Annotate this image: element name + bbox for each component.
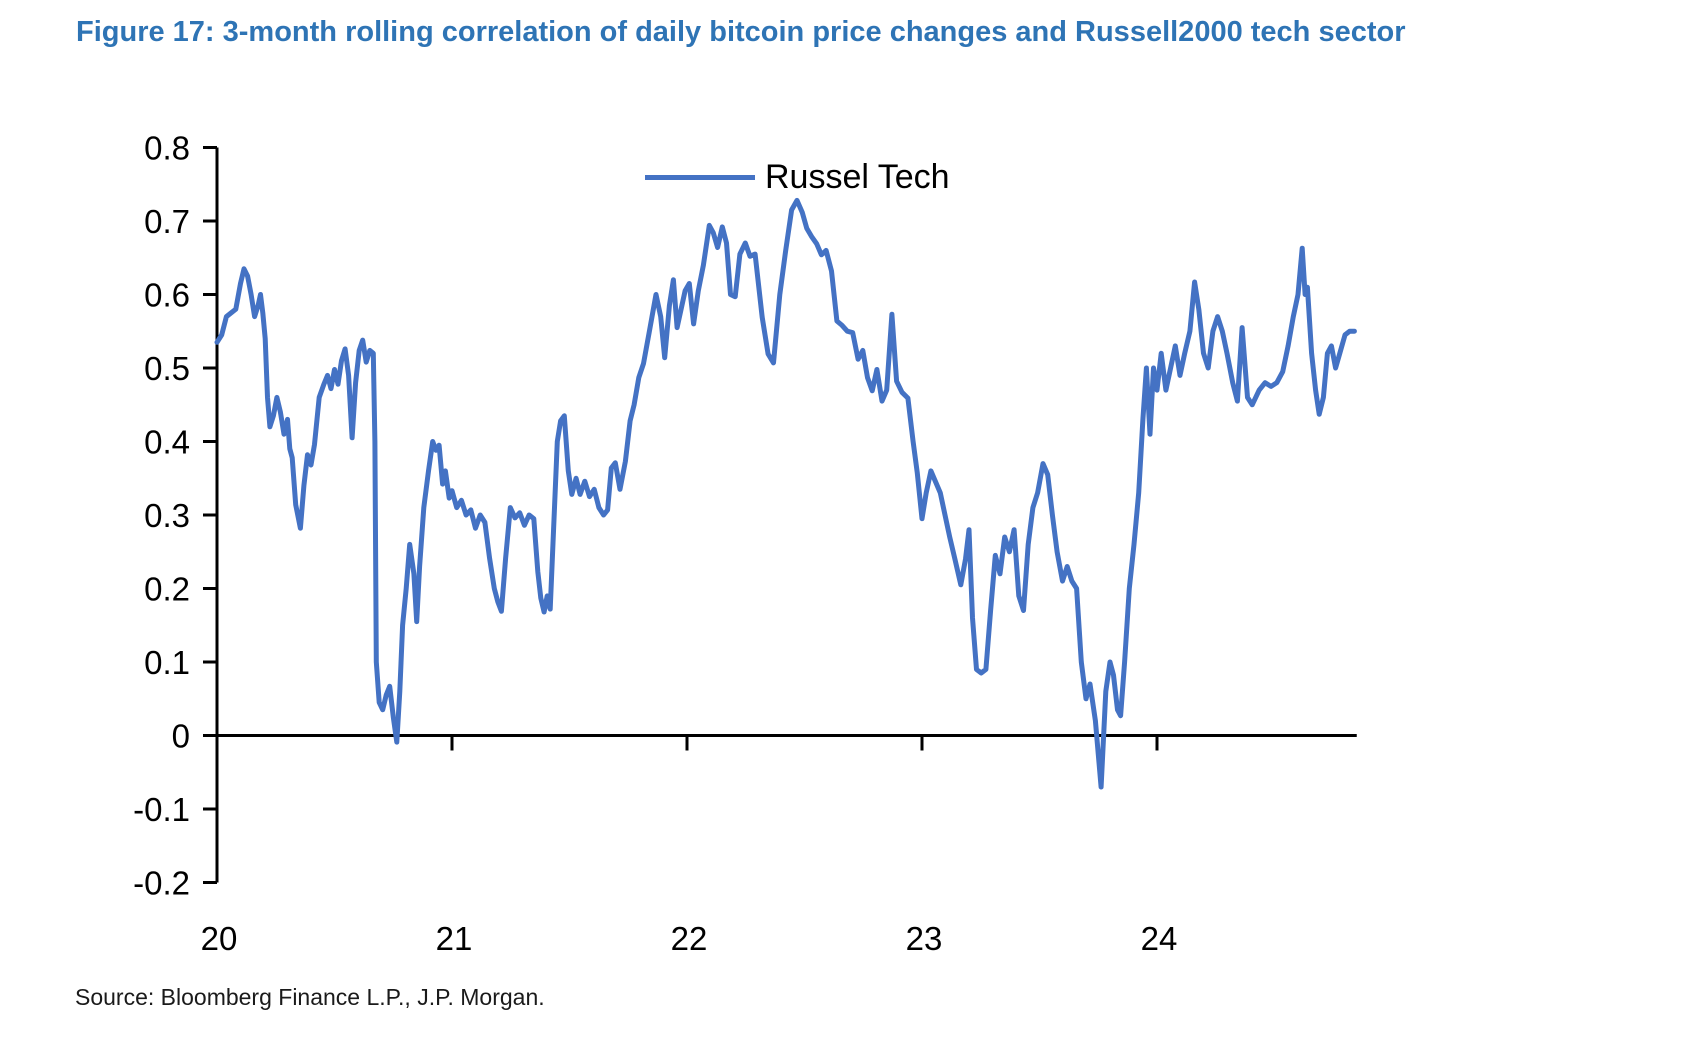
- russel-tech-line: [214, 197, 1357, 790]
- y-tick-label: 0.2: [144, 571, 190, 608]
- y-tick-label: 0.6: [144, 277, 190, 314]
- x-tick-label: 22: [671, 920, 708, 957]
- y-tick-label: 0.5: [144, 350, 190, 387]
- y-tick-label: 0.8: [144, 130, 190, 167]
- legend-line-swatch: [645, 175, 755, 180]
- y-tick-label: 0: [172, 718, 190, 755]
- x-tick-label: 21: [436, 920, 473, 957]
- y-tick-label: 0.1: [144, 644, 190, 681]
- y-tick-label: 0.4: [144, 424, 190, 461]
- x-tick-label: 23: [906, 920, 943, 957]
- y-tick-label: -0.2: [133, 865, 190, 902]
- chart-legend: Russel Tech: [645, 158, 950, 197]
- x-tick-label: 20: [201, 920, 238, 957]
- y-tick-label: 0.7: [144, 203, 190, 240]
- figure-title: Figure 17: 3-month rolling correlation o…: [76, 16, 1406, 48]
- y-tick-label: 0.3: [144, 497, 190, 534]
- source-note: Source: Bloomberg Finance L.P., J.P. Mor…: [75, 984, 545, 1010]
- x-tick-label: 24: [1141, 920, 1178, 957]
- y-tick-label: -0.1: [133, 791, 190, 828]
- legend-series-label: Russel Tech: [765, 158, 950, 196]
